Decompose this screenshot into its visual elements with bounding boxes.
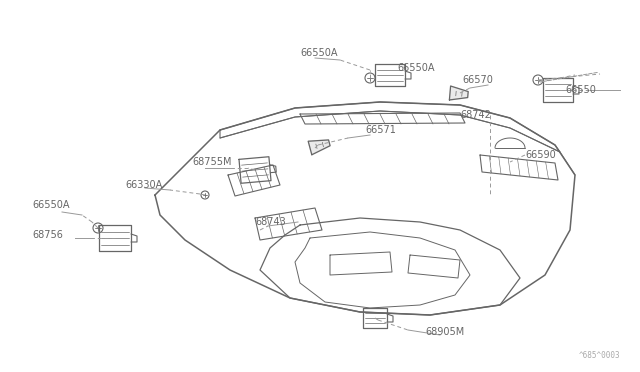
Text: 68742: 68742 bbox=[460, 110, 491, 120]
Text: 68905M: 68905M bbox=[425, 327, 464, 337]
Text: 66550A: 66550A bbox=[32, 200, 70, 210]
Polygon shape bbox=[449, 86, 468, 100]
Text: 68755M: 68755M bbox=[192, 157, 232, 167]
Text: 66550A: 66550A bbox=[300, 48, 337, 58]
Text: 68743: 68743 bbox=[255, 217, 285, 227]
Text: 66330A: 66330A bbox=[125, 180, 163, 190]
Text: 66550A: 66550A bbox=[397, 63, 435, 73]
Text: 68756: 68756 bbox=[32, 230, 63, 240]
Text: 66570: 66570 bbox=[462, 75, 493, 85]
Text: 66550: 66550 bbox=[565, 85, 596, 95]
Text: ^685^0003: ^685^0003 bbox=[579, 351, 620, 360]
Polygon shape bbox=[308, 140, 330, 155]
Text: 66590: 66590 bbox=[525, 150, 556, 160]
Text: 66571: 66571 bbox=[365, 125, 396, 135]
